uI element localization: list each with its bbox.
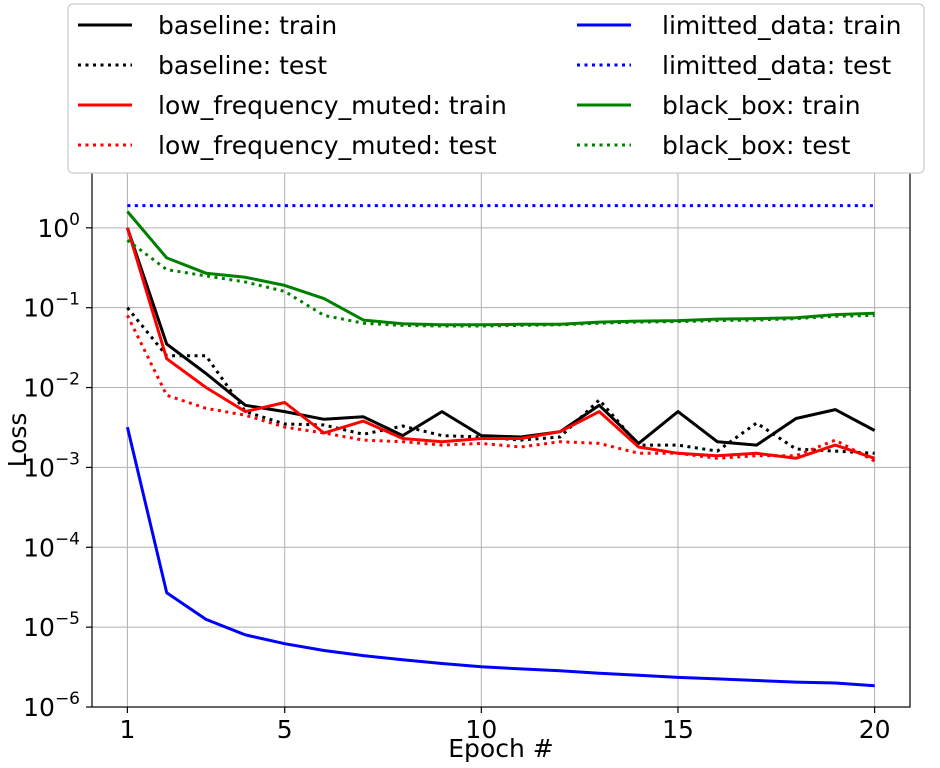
x-tick-label: 10 (465, 715, 497, 744)
legend-label-0: baseline: train (158, 11, 337, 40)
x-tick-label: 15 (662, 715, 694, 744)
legend-label-5: limitted_data: test (662, 51, 891, 80)
x-axis: 1 5 10 15 20 (119, 707, 891, 744)
series-line-6 (126, 210, 875, 327)
legend-label-6: black_box: train (662, 91, 861, 120)
legend: baseline: train baseline: test low_frequen… (67, 3, 925, 174)
y-tick-label: 10−3 (23, 449, 80, 482)
x-tick-label: 5 (277, 715, 293, 744)
series-lines (125, 204, 876, 688)
x-axis-label: Epoch # (448, 734, 553, 763)
legend-label-2: low_frequency_muted: train (158, 91, 507, 120)
y-axis-label: Loss (3, 413, 32, 468)
y-tick-label: 10−6 (23, 689, 80, 722)
y-tick-label: 10−2 (23, 370, 80, 403)
legend-label-1: baseline: test (158, 51, 327, 80)
series-line-0 (125, 227, 876, 447)
series-line-3 (126, 314, 876, 463)
y-tick-label: 100 (37, 210, 80, 243)
legend-box (67, 3, 925, 174)
y-tick-label: 10−5 (23, 609, 80, 642)
y-axis: 100 10−1 10−2 10−3 10−4 10−5 10−6 (23, 210, 92, 722)
series-line-7 (126, 238, 875, 328)
legend-label-4: limitted_data: train (662, 11, 901, 40)
series-line-4 (125, 426, 875, 688)
series-line-1 (126, 306, 875, 455)
x-tick-label: 20 (859, 715, 891, 744)
series-line-2 (125, 227, 876, 460)
legend-label-3: low_frequency_muted: test (158, 131, 497, 160)
y-tick-label: 10−1 (23, 290, 80, 323)
x-tick-label: 1 (119, 715, 135, 744)
legend-label-7: black_box: test (662, 131, 851, 160)
y-tick-label: 10−4 (23, 529, 80, 562)
